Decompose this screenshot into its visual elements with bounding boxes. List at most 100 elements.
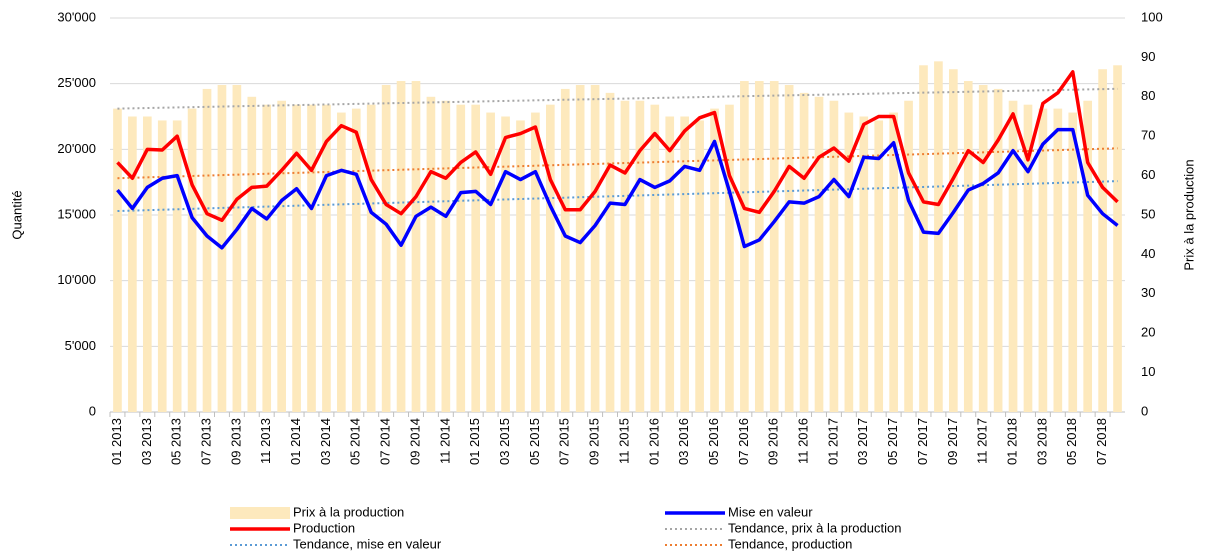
x-tick-label: 09 2013 (228, 418, 243, 465)
x-tick-label: 01 2015 (467, 418, 482, 465)
bar (620, 100, 630, 413)
legend-swatch (230, 507, 290, 519)
bar (471, 104, 481, 413)
bar (381, 84, 391, 412)
x-tick-label: 07 2016 (736, 418, 751, 465)
y2-tick-label: 40 (1141, 246, 1155, 261)
bar (307, 104, 316, 413)
x-tick-label: 01 2016 (646, 418, 661, 465)
x-tick-label: 01 2013 (109, 418, 124, 465)
y-tick-label: 30'000 (57, 9, 96, 24)
bar (859, 116, 869, 412)
bar (754, 81, 764, 412)
bar (680, 116, 689, 412)
bar (113, 108, 122, 413)
bar (874, 120, 884, 412)
bar (187, 108, 197, 413)
x-tick-label: 03 2018 (1034, 418, 1049, 465)
bar (769, 81, 779, 412)
y2-tick-label: 90 (1141, 49, 1155, 64)
x-tick-label: 01 2018 (1004, 418, 1019, 465)
bar (247, 96, 257, 413)
bar (829, 100, 839, 413)
bar (501, 116, 510, 412)
y2-axis-title: Prix à la production (1181, 159, 1196, 270)
bar (695, 120, 704, 412)
bar (157, 120, 167, 412)
bar (919, 65, 928, 412)
y2-tick-label: 80 (1141, 88, 1155, 103)
bar (665, 116, 675, 412)
bar (456, 104, 466, 413)
x-tick-label: 11 2013 (258, 418, 273, 464)
x-tick-label: 09 2014 (407, 418, 422, 465)
line (116, 70, 1119, 222)
bar (1053, 108, 1063, 413)
bar (531, 112, 540, 412)
legend-label: Mise en valeur (728, 504, 813, 519)
bar (366, 104, 376, 413)
trend-line (117, 180, 1118, 213)
legend-label: Tendance, production (728, 536, 852, 551)
y2-tick-label: 30 (1141, 285, 1155, 300)
trend-line (117, 87, 1118, 110)
x-tick-label: 11 2014 (437, 418, 452, 464)
bar (1038, 108, 1048, 413)
bar (710, 108, 719, 413)
x-tick-label: 03 2015 (497, 418, 512, 465)
bar (142, 116, 152, 412)
bar (516, 120, 525, 412)
y-tick-label: 0 (89, 403, 96, 418)
x-tick-label: 07 2013 (198, 418, 213, 465)
bar (844, 112, 854, 412)
legend-label: Prix à la production (293, 504, 404, 519)
bar (904, 100, 913, 413)
y2-tick-label: 60 (1141, 167, 1155, 182)
x-tick-label: 09 2016 (766, 418, 781, 465)
x-tick-label: 11 2015 (616, 418, 631, 464)
bar (232, 84, 242, 412)
bar (934, 61, 943, 413)
bar (575, 84, 585, 412)
bar (1113, 65, 1122, 412)
x-tick-label: 03 2013 (139, 418, 154, 465)
x-tick-label: 09 2017 (945, 418, 960, 465)
x-tick-label: 05 2013 (169, 418, 184, 465)
y2-tick-label: 100 (1141, 9, 1163, 24)
line (116, 127, 1119, 250)
bar (486, 112, 495, 412)
bar (949, 69, 958, 412)
legend-label: Production (293, 520, 355, 535)
bar (1068, 112, 1078, 412)
bar (1098, 69, 1107, 412)
bar (1083, 100, 1093, 413)
bar (441, 100, 451, 413)
bar (202, 88, 212, 413)
y-tick-label: 10'000 (57, 272, 96, 287)
bar (1008, 100, 1018, 413)
x-tick-label: 07 2018 (1094, 418, 1109, 465)
y2-tick-label: 10 (1141, 364, 1155, 379)
x-tick-label: 05 2018 (1064, 418, 1079, 465)
bar (650, 104, 660, 413)
bar (322, 104, 331, 413)
trend-line (117, 147, 1118, 180)
bar (546, 104, 555, 413)
x-tick-label: 01 2014 (288, 418, 303, 465)
y-axis-title: Quantité (9, 190, 24, 239)
y-tick-label: 5'000 (65, 338, 96, 353)
y2-tick-label: 0 (1141, 403, 1148, 418)
x-tick-label: 05 2014 (348, 418, 363, 465)
bar (725, 104, 734, 413)
y-tick-label: 20'000 (57, 141, 96, 156)
bar (351, 108, 361, 413)
y2-tick-label: 70 (1141, 128, 1155, 143)
bar (889, 112, 898, 412)
x-tick-label: 07 2015 (557, 418, 572, 465)
x-tick-label: 11 2017 (975, 418, 990, 464)
bar (277, 100, 286, 413)
x-tick-label: 01 2017 (825, 418, 840, 465)
bar (560, 88, 570, 413)
